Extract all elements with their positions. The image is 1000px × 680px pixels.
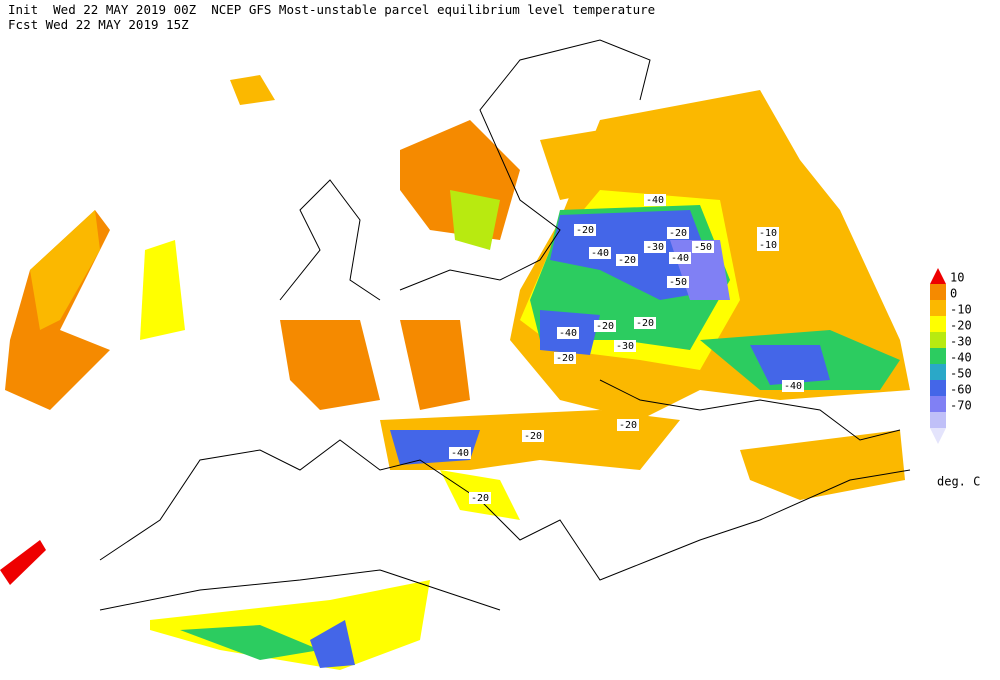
contour-label: -10 (759, 240, 777, 251)
legend-unit: deg. C (937, 475, 980, 489)
contour-label: -40 (671, 253, 689, 264)
contour-label: -20 (471, 493, 489, 504)
contour-label: -20 (618, 255, 636, 266)
legend-swatch (930, 396, 946, 412)
legend-label: 10 (950, 271, 964, 285)
legend: 10 0 -10 -20 -30 -40 -50 -60 -70 deg. C (930, 268, 980, 489)
contour-label: -20 (596, 321, 614, 332)
contour-label-box (644, 241, 666, 253)
legend-swatch (930, 380, 946, 396)
contour-label-box (469, 492, 491, 504)
legend-swatch (930, 316, 946, 332)
legend-label: -60 (950, 383, 972, 397)
legend-label: -20 (950, 319, 972, 333)
contour-label-box (669, 252, 691, 264)
legend-label: -10 (950, 303, 972, 317)
legend-label: -30 (950, 335, 972, 349)
legend-label: -70 (950, 399, 972, 413)
contour-label: -30 (616, 341, 634, 352)
header-line: Fcst Wed 22 MAY 2019 15Z (8, 17, 189, 32)
contour-label-box (574, 224, 596, 236)
contour-label-box (644, 194, 666, 206)
contour-label: -20 (576, 225, 594, 236)
legend-triangle (930, 268, 946, 284)
legend-triangle (930, 428, 946, 444)
contour-label: -20 (619, 420, 637, 431)
contour-label-box (614, 340, 636, 352)
legend-label: -50 (950, 367, 972, 381)
contour-label-box (557, 327, 579, 339)
contour-label: -40 (784, 381, 802, 392)
legend-swatch (930, 300, 946, 316)
contour-label: -20 (636, 318, 654, 329)
contour-label: -50 (694, 242, 712, 253)
contour-label-box (634, 317, 656, 329)
map-fields (0, 75, 910, 670)
contour-label: -40 (559, 328, 577, 339)
contour-label-box (782, 380, 804, 392)
legend-label: 0 (950, 287, 957, 301)
contour-label-box (449, 447, 471, 459)
contour-label: -40 (451, 448, 469, 459)
contour-label: -20 (524, 431, 542, 442)
contour-label: -40 (646, 195, 664, 206)
contour-label-box (522, 430, 544, 442)
contour-label: -50 (669, 277, 687, 288)
contour-label: -40 (591, 248, 609, 259)
contour-label-box (554, 352, 576, 364)
contour-label-box (589, 247, 611, 259)
contour-label: -20 (556, 353, 574, 364)
legend-swatch (930, 412, 946, 428)
contour-labels: -40-20-40-30-20-50-40-20-10-10-50-40-20-… (449, 194, 804, 504)
legend-swatch (930, 364, 946, 380)
contour-label: -10 (759, 228, 777, 239)
contour-label-box (757, 227, 779, 239)
contour-label-box (757, 239, 779, 251)
legend-swatch (930, 284, 946, 300)
contour-label-box (667, 227, 689, 239)
contour-label-box (594, 320, 616, 332)
contour-label-box (616, 254, 638, 266)
contour-label-box (617, 419, 639, 431)
contour-label: -30 (646, 242, 664, 253)
legend-swatch (930, 332, 946, 348)
contour-label-box (692, 241, 714, 253)
legend-swatch (930, 348, 946, 364)
contour-label-box (667, 276, 689, 288)
legend-label: -40 (950, 351, 972, 365)
contour-label: -20 (669, 228, 687, 239)
header-line: Init Wed 22 MAY 2019 00Z NCEP GFS Most-u… (8, 2, 655, 17)
